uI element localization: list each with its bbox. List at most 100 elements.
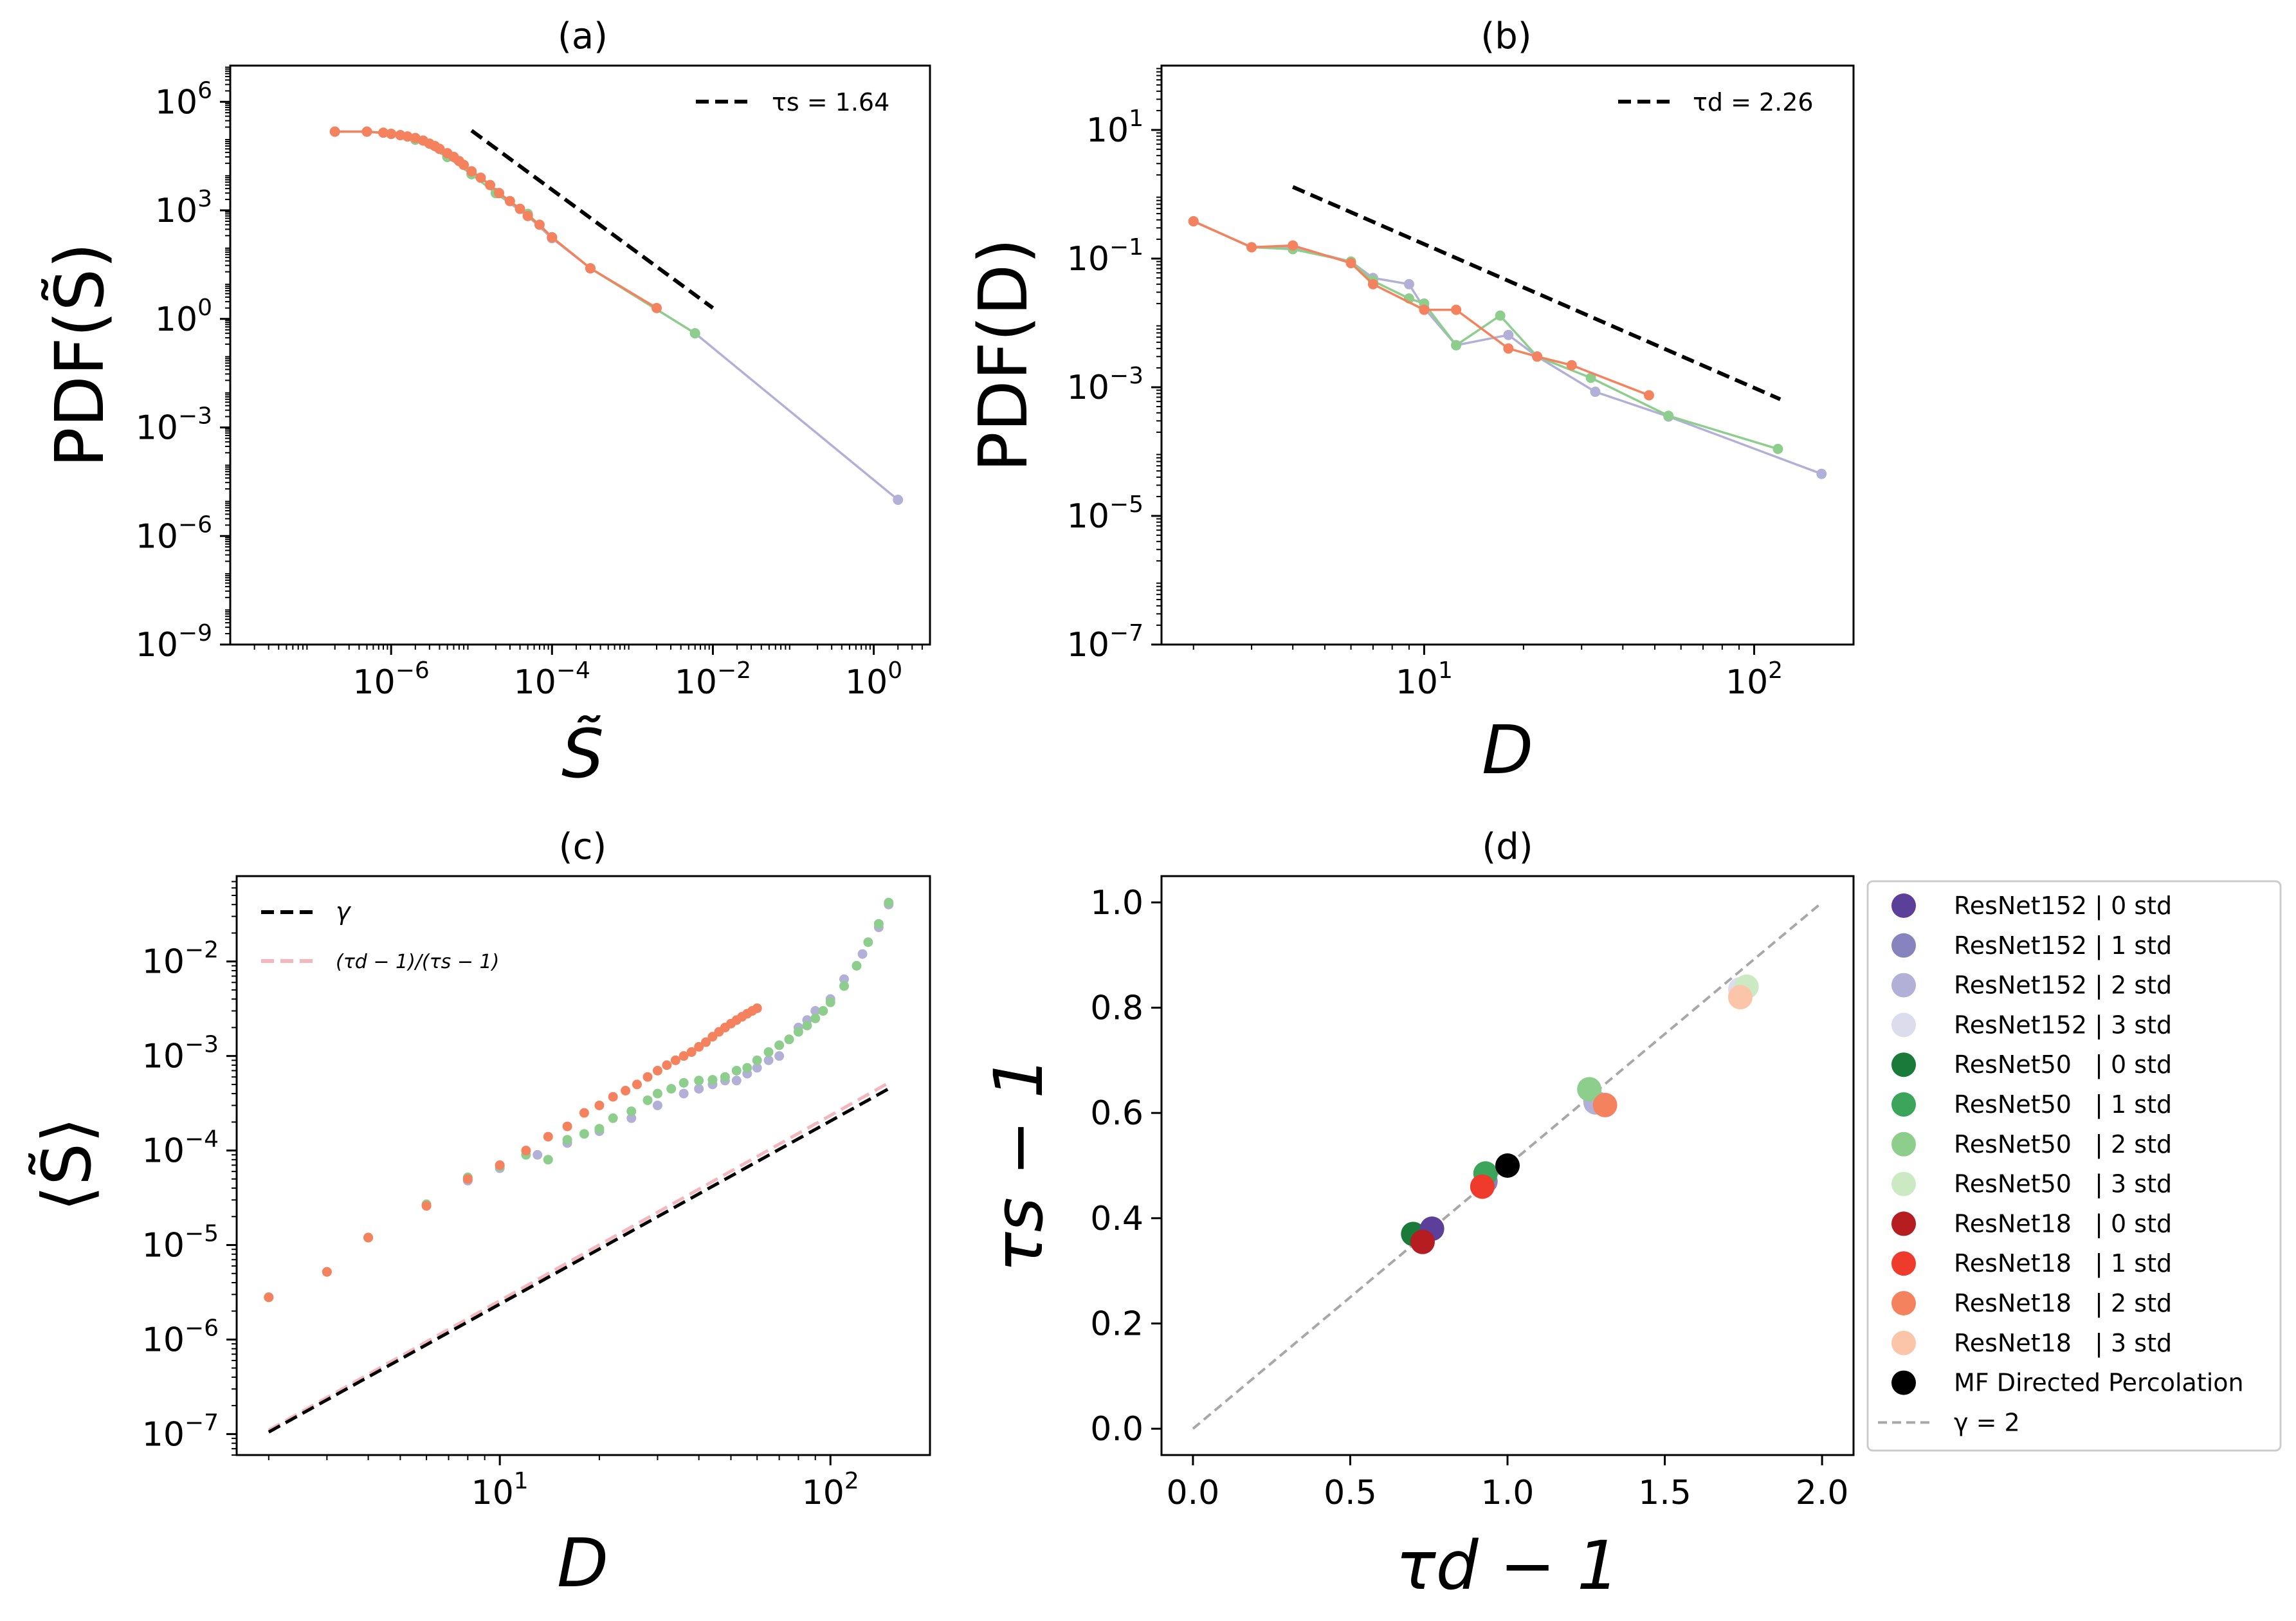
data-point (1403, 279, 1414, 289)
data-point (533, 1149, 543, 1160)
panel-b-plot-area (1188, 185, 1827, 479)
data-point (651, 302, 662, 313)
data-point (562, 1121, 572, 1131)
panel-c: (c) 101 102 10−7 10−6 10−5 10−4 10−3 10−2 D ⟨S… (28, 826, 931, 1602)
data-point (742, 1063, 752, 1073)
exponent-point (1577, 1077, 1602, 1102)
exponent-point (1495, 1153, 1520, 1178)
data-point (361, 126, 372, 137)
x-tick-label: 102 (1726, 657, 1783, 702)
legend-marker (1891, 1092, 1916, 1117)
data-point (1419, 304, 1430, 315)
y-tick-label: 0.4 (1090, 1200, 1143, 1238)
legend-marker (1891, 1052, 1916, 1077)
data-point (608, 1092, 618, 1102)
data-point (1288, 240, 1298, 251)
data-point (626, 1106, 637, 1117)
panel-b-x-axis-title: D (1482, 711, 1533, 789)
legend-label: γ = 2 (1954, 1408, 2020, 1436)
data-point (863, 937, 873, 948)
exponent-point (1592, 1092, 1617, 1117)
legend-label: ResNet152 | 0 std (1954, 892, 2172, 920)
exponent-point (1727, 985, 1753, 1010)
data-point (594, 1124, 605, 1134)
data-point (1585, 372, 1596, 383)
data-point (1367, 279, 1378, 289)
exponent-point (1470, 1174, 1495, 1199)
panel-c-x-axis-title: D (557, 1524, 608, 1602)
data-point (462, 1174, 473, 1184)
legend-label: ResNet18 | 1 std (1954, 1249, 2172, 1278)
legend-label: ResNet152 | 1 std (1954, 931, 2172, 960)
data-point (893, 495, 904, 505)
data-point (752, 1003, 762, 1013)
x-tick-label: 102 (802, 1468, 859, 1512)
x-tick-label: 1.5 (1638, 1474, 1691, 1512)
data-point (679, 1051, 689, 1061)
panel-d-x-axis-title: τd − 1 (1396, 1526, 1619, 1605)
data-point (852, 960, 862, 971)
data-point (608, 1113, 618, 1123)
y-tick-label: 1.0 (1090, 884, 1143, 922)
data-point (752, 1063, 762, 1073)
legend-marker (1891, 1171, 1916, 1196)
data-point (410, 133, 421, 143)
x-tick-label: 2.0 (1796, 1474, 1849, 1512)
y-tick-label: 106 (155, 77, 212, 122)
panel-d-y-axis-title: τs − 1 (979, 1056, 1058, 1272)
y-tick-label: 10−3 (1067, 363, 1143, 407)
data-point (694, 1076, 704, 1086)
data-point (1345, 258, 1356, 269)
data-point (585, 263, 596, 274)
diagonal-line (1192, 901, 1823, 1430)
panel-b-legend-label: τd = 2.26 (1693, 88, 1814, 116)
panel-b-y-ticks: 10−7 10−5 10−3 10−1 101 (1067, 68, 1162, 664)
legend-marker (1891, 893, 1916, 918)
data-point (434, 143, 445, 154)
y-tick-label: 10−6 (142, 1315, 219, 1359)
data-point (774, 1051, 785, 1061)
data-point (466, 166, 477, 177)
panel-b-legend: τd = 2.26 (1618, 88, 1814, 116)
data-point (873, 919, 884, 929)
data-point (485, 179, 496, 190)
y-tick-label: 0.2 (1090, 1305, 1143, 1343)
data-point (652, 1100, 662, 1110)
data-point (694, 1041, 704, 1052)
x-tick-label: 100 (845, 657, 902, 702)
y-tick-label: 0.0 (1090, 1410, 1143, 1449)
data-point (475, 172, 486, 183)
fit-line (1291, 185, 1781, 401)
x-tick-label: 10−2 (675, 657, 751, 702)
data-point (679, 1088, 689, 1099)
data-point (562, 1135, 572, 1145)
x-tick-label: 10−4 (514, 657, 590, 702)
data-point (543, 1131, 553, 1142)
x-tick-label: 10−6 (353, 657, 430, 702)
data-point (652, 1065, 662, 1076)
x-tick-label: 1.0 (1481, 1474, 1535, 1512)
data-point (534, 219, 545, 230)
data-point (329, 126, 340, 137)
legend-marker (1891, 933, 1916, 958)
panel-c-x-ticks: 101 102 (268, 1455, 859, 1512)
panel-a-y-axis-title: PDF(S̃) (41, 243, 119, 468)
data-point (679, 1077, 689, 1088)
data-point (884, 897, 894, 908)
data-point (1503, 343, 1514, 354)
data-point (1451, 304, 1462, 315)
legend-label: ResNet152 | 3 std (1954, 1011, 2172, 1039)
data-point (1566, 360, 1577, 371)
legend-label: ResNet50 | 0 std (1954, 1050, 2172, 1079)
legend-marker (1891, 1291, 1916, 1315)
data-point (839, 974, 850, 984)
data-point (670, 1055, 680, 1065)
data-point (1495, 310, 1506, 321)
y-tick-label: 10−7 (1067, 620, 1143, 664)
y-tick-label: 103 (155, 186, 212, 230)
panel-a-y-ticks: 10−9 10−6 10−3 100 103 106 (136, 66, 230, 664)
legend-marker (1891, 973, 1916, 998)
data-point (774, 1040, 785, 1050)
